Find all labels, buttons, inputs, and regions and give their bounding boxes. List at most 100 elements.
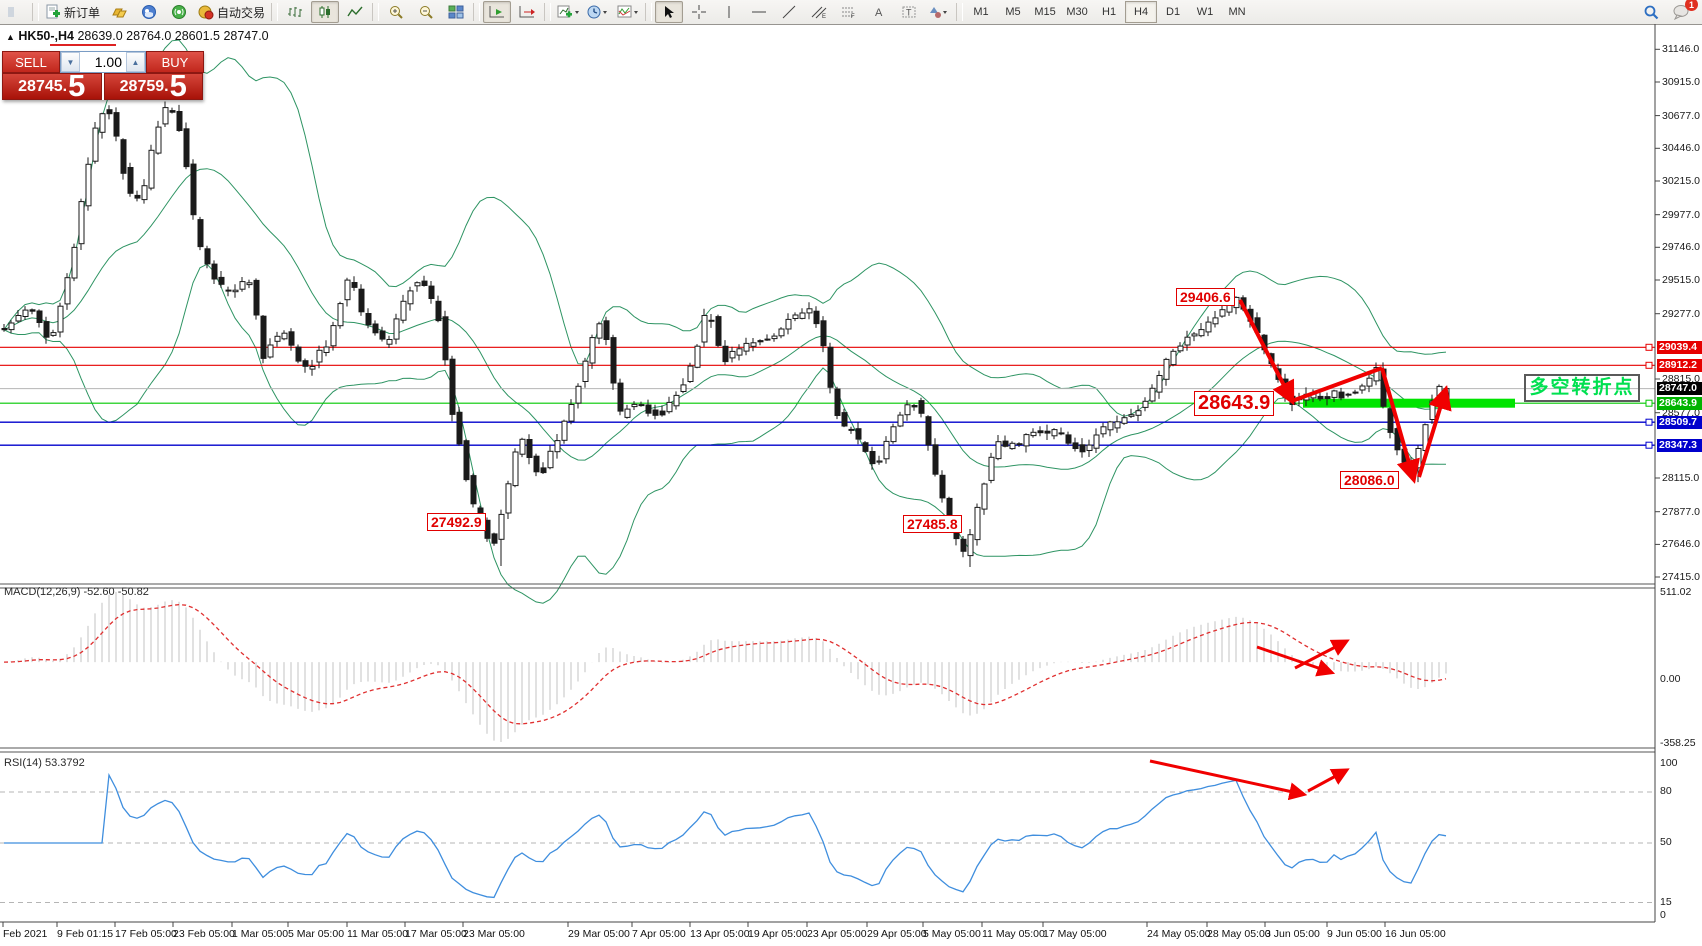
- time-label: 17 May 05:00: [1043, 928, 1107, 940]
- text-button[interactable]: A: [865, 1, 893, 23]
- toolbar-separator: [372, 3, 380, 21]
- zoom-out-button[interactable]: [412, 1, 440, 23]
- community-button[interactable]: [135, 1, 163, 23]
- candle-chart-icon: [319, 6, 331, 18]
- time-label: 23 Feb 05:00: [173, 928, 235, 940]
- search-button[interactable]: [1637, 1, 1665, 23]
- chat-button[interactable]: 1: [1667, 0, 1698, 23]
- channel-icon: E: [811, 6, 827, 19]
- indicators-button[interactable]: [614, 1, 642, 23]
- annotation-low-may[interactable]: 27485.8: [903, 515, 962, 534]
- timeframe-M1[interactable]: M1: [973, 6, 989, 18]
- price-tick: 27877.0: [1662, 506, 1700, 518]
- tile-windows-button[interactable]: [442, 1, 470, 23]
- cursor-button[interactable]: [655, 1, 684, 23]
- bid-price[interactable]: 28745. 5: [2, 73, 102, 100]
- new-chart-button[interactable]: [554, 1, 582, 23]
- shapes-icon: [930, 7, 948, 18]
- channel-button[interactable]: E: [805, 1, 833, 23]
- chart-shift-icon: [519, 6, 536, 18]
- ask-price[interactable]: 28759. 5: [103, 73, 203, 100]
- annotation-pivot[interactable]: 28643.9: [1194, 391, 1275, 416]
- price-tag: 28509.7: [1657, 416, 1702, 429]
- price-tick: 29746.0: [1662, 241, 1700, 253]
- profiles-icon: [587, 5, 608, 19]
- horizontal-line-button[interactable]: [745, 1, 773, 23]
- chart-shift-button[interactable]: [513, 1, 541, 23]
- autotrade-label: 自动交易: [217, 5, 266, 20]
- signal-button[interactable]: [165, 1, 193, 23]
- time-label: 28 May 05:00: [1207, 928, 1271, 940]
- symbol-name: HK50-,H4: [18, 29, 74, 43]
- ask-big-digit: 5: [169, 73, 187, 100]
- bar-chart-button[interactable]: [281, 1, 309, 23]
- bollinger-bands: [3, 39, 1447, 604]
- volume-down-button[interactable]: ▼: [61, 52, 80, 72]
- svg-text:A: A: [875, 7, 883, 19]
- new-order-button[interactable]: 新订单: [42, 1, 103, 23]
- toolbar-separator: [645, 3, 653, 21]
- shapes-button[interactable]: [925, 1, 953, 23]
- zoom-in-button[interactable]: [382, 1, 410, 23]
- symbol-collapse-icon[interactable]: ▲: [6, 32, 15, 42]
- candle-chart-button[interactable]: [311, 1, 340, 23]
- crosshair-button[interactable]: [685, 1, 713, 23]
- volume-up-button[interactable]: ▲: [126, 52, 145, 72]
- price-tick: 29977.0: [1662, 209, 1700, 221]
- macd-panel-graphics: [3, 592, 1447, 742]
- timeframe-D1[interactable]: D1: [1166, 6, 1181, 18]
- timeframe-M5[interactable]: M5: [1005, 6, 1021, 18]
- trendline-button[interactable]: [775, 1, 803, 23]
- price-tag: 28747.0: [1657, 382, 1702, 395]
- main-toolbar: 新订单 自动交易: [0, 0, 1702, 25]
- price-tag: 28643.9: [1657, 397, 1702, 410]
- vertical-line-button[interactable]: [715, 1, 743, 23]
- line-chart-button[interactable]: [341, 1, 369, 23]
- drawn-red-arrows[interactable]: [1149, 299, 1452, 801]
- timeframe-H1[interactable]: H1: [1102, 6, 1117, 18]
- timeframe-W1[interactable]: W1: [1196, 6, 1214, 18]
- sell-button[interactable]: SELL: [2, 51, 60, 73]
- time-label: 7 Apr 05:00: [632, 928, 686, 940]
- price-tick: 28115.0: [1662, 472, 1700, 484]
- toolbar-separator: [271, 3, 279, 21]
- price-tick: 30915.0: [1662, 76, 1700, 88]
- time-label: 5 Mar 05:00: [288, 928, 345, 940]
- indicator-axis-tick: 80: [1660, 785, 1672, 797]
- ohlc-readout: 28639.0 28764.0 28601.5 28747.0: [77, 29, 269, 43]
- horizontal-line-icon: [752, 11, 767, 13]
- auto-scroll-button[interactable]: [483, 1, 512, 23]
- timeframe-M15[interactable]: M15: [1034, 6, 1056, 18]
- indicator-axis-tick: 0: [1660, 909, 1666, 921]
- label-icon: T: [902, 6, 916, 18]
- timeframe-H4[interactable]: H4: [1125, 1, 1158, 23]
- gold-button[interactable]: [105, 1, 133, 23]
- annotation-swing-high[interactable]: 29406.6: [1176, 288, 1235, 307]
- turning-point-label[interactable]: 多空转折点: [1524, 374, 1640, 402]
- toolbar-separator: [32, 3, 39, 21]
- tile-windows-icon: [448, 5, 464, 19]
- cursor-icon: [665, 6, 675, 18]
- fibonacci-button[interactable]: F: [835, 1, 863, 23]
- text-icon: A: [875, 7, 883, 19]
- new-order-icon: [46, 4, 60, 19]
- zoom-out-icon: [420, 6, 433, 19]
- fibonacci-icon: F: [842, 7, 855, 19]
- timeframe-MN[interactable]: MN: [1228, 6, 1246, 18]
- profiles-button[interactable]: [584, 1, 612, 23]
- market-watch-icon[interactable]: [1, 1, 29, 23]
- svg-text:F: F: [851, 14, 855, 19]
- annotation-swing-low[interactable]: 28086.0: [1340, 471, 1399, 490]
- annotation-low-march[interactable]: 27492.9: [427, 513, 486, 532]
- timeframe-M30[interactable]: M30: [1066, 6, 1088, 18]
- autotrade-button[interactable]: 自动交易: [195, 1, 268, 23]
- time-label: 3 Jun 05:00: [1265, 928, 1320, 940]
- price-tick: 29277.0: [1662, 308, 1700, 320]
- indicator-axis-tick: 100: [1660, 757, 1678, 769]
- label-button[interactable]: T: [895, 1, 923, 23]
- time-label: 17 Mar 05:00: [405, 928, 467, 940]
- buy-button[interactable]: BUY: [146, 51, 204, 73]
- volume-input[interactable]: [80, 52, 126, 72]
- indicator-axis-tick: 0.00: [1660, 673, 1681, 685]
